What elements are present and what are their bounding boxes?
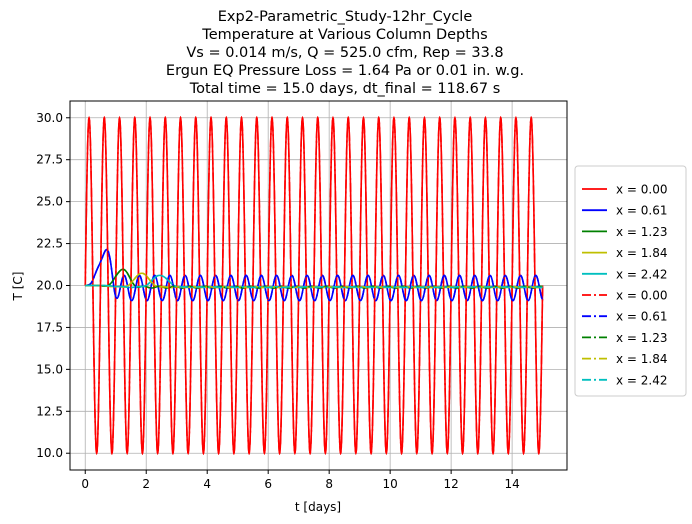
- title-line-2: Temperature at Various Column Depths: [201, 27, 487, 43]
- legend-label: x = 0.61: [616, 310, 668, 324]
- legend-box: [574, 165, 687, 397]
- legend-label: x = 2.42: [616, 373, 668, 387]
- grid-lines: [70, 101, 567, 470]
- y-tick-label: 27.5: [36, 153, 63, 167]
- title-line-3: Vs = 0.014 m/s, Q = 525.0 cfm, Rep = 33.…: [186, 45, 503, 61]
- legend-label: x = 2.42: [616, 267, 668, 281]
- x-tick-label: 10: [383, 477, 398, 491]
- x-tick-label: 4: [203, 477, 211, 491]
- y-tick-label: 17.5: [36, 320, 63, 334]
- series-layer: [84, 115, 544, 456]
- y-axis-ticks: 10.0 12.5 15.0 17.5 20.0 22.5 25.0 27.5 30.0: [36, 111, 70, 460]
- series-line-5: [84, 115, 544, 456]
- x-axis-label: t [days]: [295, 500, 341, 514]
- y-tick-label: 12.5: [36, 404, 63, 418]
- y-tick-label: 20.0: [36, 279, 63, 293]
- series-line-6: [85, 248, 544, 302]
- y-axis-label: T [C]: [11, 272, 25, 302]
- title-line-5: Total time = 15.0 days, dt_final = 118.6…: [189, 81, 501, 97]
- legend-label: x = 0.61: [616, 204, 668, 218]
- x-tick-label: 12: [443, 477, 458, 491]
- y-tick-label: 15.0: [36, 362, 63, 376]
- y-tick-label: 22.5: [36, 237, 63, 251]
- y-tick-label: 30.0: [36, 111, 63, 125]
- legend-label: x = 1.23: [616, 331, 668, 345]
- series-line-8: [85, 272, 543, 289]
- x-axis-ticks: 0 2 4 6 8 10 12 14: [81, 470, 520, 491]
- plot-frame: [69, 100, 568, 471]
- x-tick-label: 0: [81, 477, 89, 491]
- y-tick-label: 25.0: [36, 195, 63, 209]
- x-tick-label: 8: [325, 477, 333, 491]
- x-tick-label: 6: [264, 477, 272, 491]
- y-tick-label: 10.0: [36, 446, 63, 460]
- legend-label: x = 1.23: [616, 225, 668, 239]
- x-tick-label: 14: [504, 477, 519, 491]
- legend-label: x = 1.84: [616, 246, 668, 260]
- legend: x = 0.00 x = 0.61 x = 1.23 x = 1.84 x = 2.42…: [574, 165, 687, 397]
- x-tick-label: 2: [142, 477, 150, 491]
- legend-label: x = 1.84: [616, 352, 668, 366]
- legend-label: x = 0.00: [616, 183, 668, 197]
- title-line-4: Ergun EQ Pressure Loss = 1.64 Pa or 0.01…: [166, 63, 524, 79]
- title-line-1: Exp2-Parametric_Study-12hr_Cycle: [218, 9, 473, 25]
- legend-label: x = 0.00: [616, 289, 668, 303]
- series-line-9: [85, 274, 543, 289]
- chart-title: Exp2-Parametric_Study-12hr_Cycle Tempera…: [166, 9, 524, 97]
